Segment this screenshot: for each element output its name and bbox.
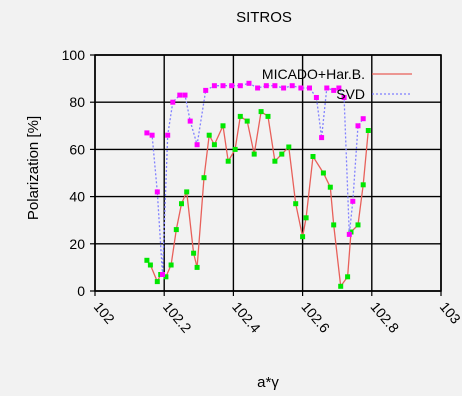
data-point-0 [154, 279, 160, 285]
data-point-0 [365, 128, 371, 133]
legend-label-micado: MICADO+Har.B. [262, 66, 365, 82]
data-point-1 [350, 198, 356, 204]
data-point-0 [310, 154, 316, 159]
series-line-0 [146, 110, 369, 289]
data-point-1 [229, 83, 235, 89]
data-point-0 [220, 123, 226, 129]
data-point-1 [154, 189, 160, 195]
data-point-1 [194, 142, 200, 148]
data-point-1 [324, 85, 330, 91]
data-point-1 [263, 83, 269, 89]
data-point-0 [265, 113, 271, 119]
data-point-0 [147, 262, 153, 268]
data-point-1 [220, 83, 226, 89]
data-point-0 [258, 109, 264, 115]
data-point-1 [203, 87, 209, 93]
data-point-0 [331, 222, 337, 228]
data-point-0 [163, 274, 169, 280]
data-point-0 [286, 144, 292, 150]
data-point-0 [201, 175, 207, 181]
data-point-1 [144, 130, 150, 136]
data-point-0 [293, 201, 299, 207]
data-point-1 [170, 99, 176, 105]
y-axis-label: Polarization [%] [25, 116, 42, 220]
data-point-1 [211, 83, 217, 89]
data-point-1 [149, 132, 155, 138]
data-point-1 [237, 83, 243, 89]
data-point-0 [206, 132, 212, 138]
y-tick-label: 20 [69, 236, 85, 252]
data-point-0 [279, 151, 285, 157]
data-point-0 [355, 222, 361, 228]
data-point-1 [331, 87, 337, 93]
y-tick-label: 40 [69, 189, 85, 205]
data-point-0 [225, 158, 231, 164]
data-point-1 [313, 95, 319, 100]
data-point-0 [303, 215, 309, 221]
data-point-0 [272, 158, 278, 164]
y-tick-label: 0 [77, 283, 85, 299]
data-point-0 [232, 146, 238, 152]
data-point-0 [184, 189, 190, 195]
chart-title: SITROS [236, 9, 292, 26]
data-point-1 [182, 92, 188, 98]
data-point-1 [255, 85, 261, 91]
data-point-1 [165, 132, 171, 138]
y-tick-label: 60 [69, 141, 85, 157]
data-point-0 [338, 283, 344, 289]
data-point-0 [251, 151, 257, 157]
data-point-1 [246, 80, 252, 86]
data-point-0 [211, 142, 217, 148]
data-point-0 [300, 234, 306, 240]
data-point-0 [360, 182, 366, 188]
data-point-1 [341, 95, 347, 100]
data-point-0 [194, 264, 200, 270]
data-point-0 [168, 262, 174, 268]
data-point-0 [179, 201, 184, 207]
data-point-0 [144, 257, 150, 263]
data-point-1 [336, 85, 342, 91]
data-point-1 [319, 135, 325, 141]
data-point-1 [281, 85, 287, 91]
data-point-1 [187, 118, 193, 124]
data-point-0 [327, 184, 333, 190]
data-point-1 [298, 85, 304, 91]
data-point-0 [173, 227, 179, 233]
data-point-1 [355, 123, 361, 129]
data-point-0 [320, 170, 326, 176]
legend: MICADO+Har.B. SVD [262, 66, 412, 102]
plot-frame [94, 54, 442, 292]
data-point-0 [237, 113, 243, 119]
data-point-1 [272, 83, 278, 89]
data-point-1 [307, 85, 312, 91]
data-point-1 [177, 92, 183, 98]
data-point-0 [244, 118, 250, 124]
x-axis-label: a*γ [257, 374, 279, 391]
data-point-1 [160, 272, 165, 277]
legend-label-svd: SVD [336, 86, 365, 102]
series-layer [144, 80, 371, 289]
data-point-1 [289, 83, 295, 89]
data-point-0 [345, 274, 351, 280]
data-point-1 [360, 116, 366, 122]
data-point-0 [191, 250, 197, 256]
data-point-1 [346, 231, 352, 237]
y-tick-label: 80 [69, 94, 85, 110]
y-tick-label: 100 [62, 47, 86, 63]
